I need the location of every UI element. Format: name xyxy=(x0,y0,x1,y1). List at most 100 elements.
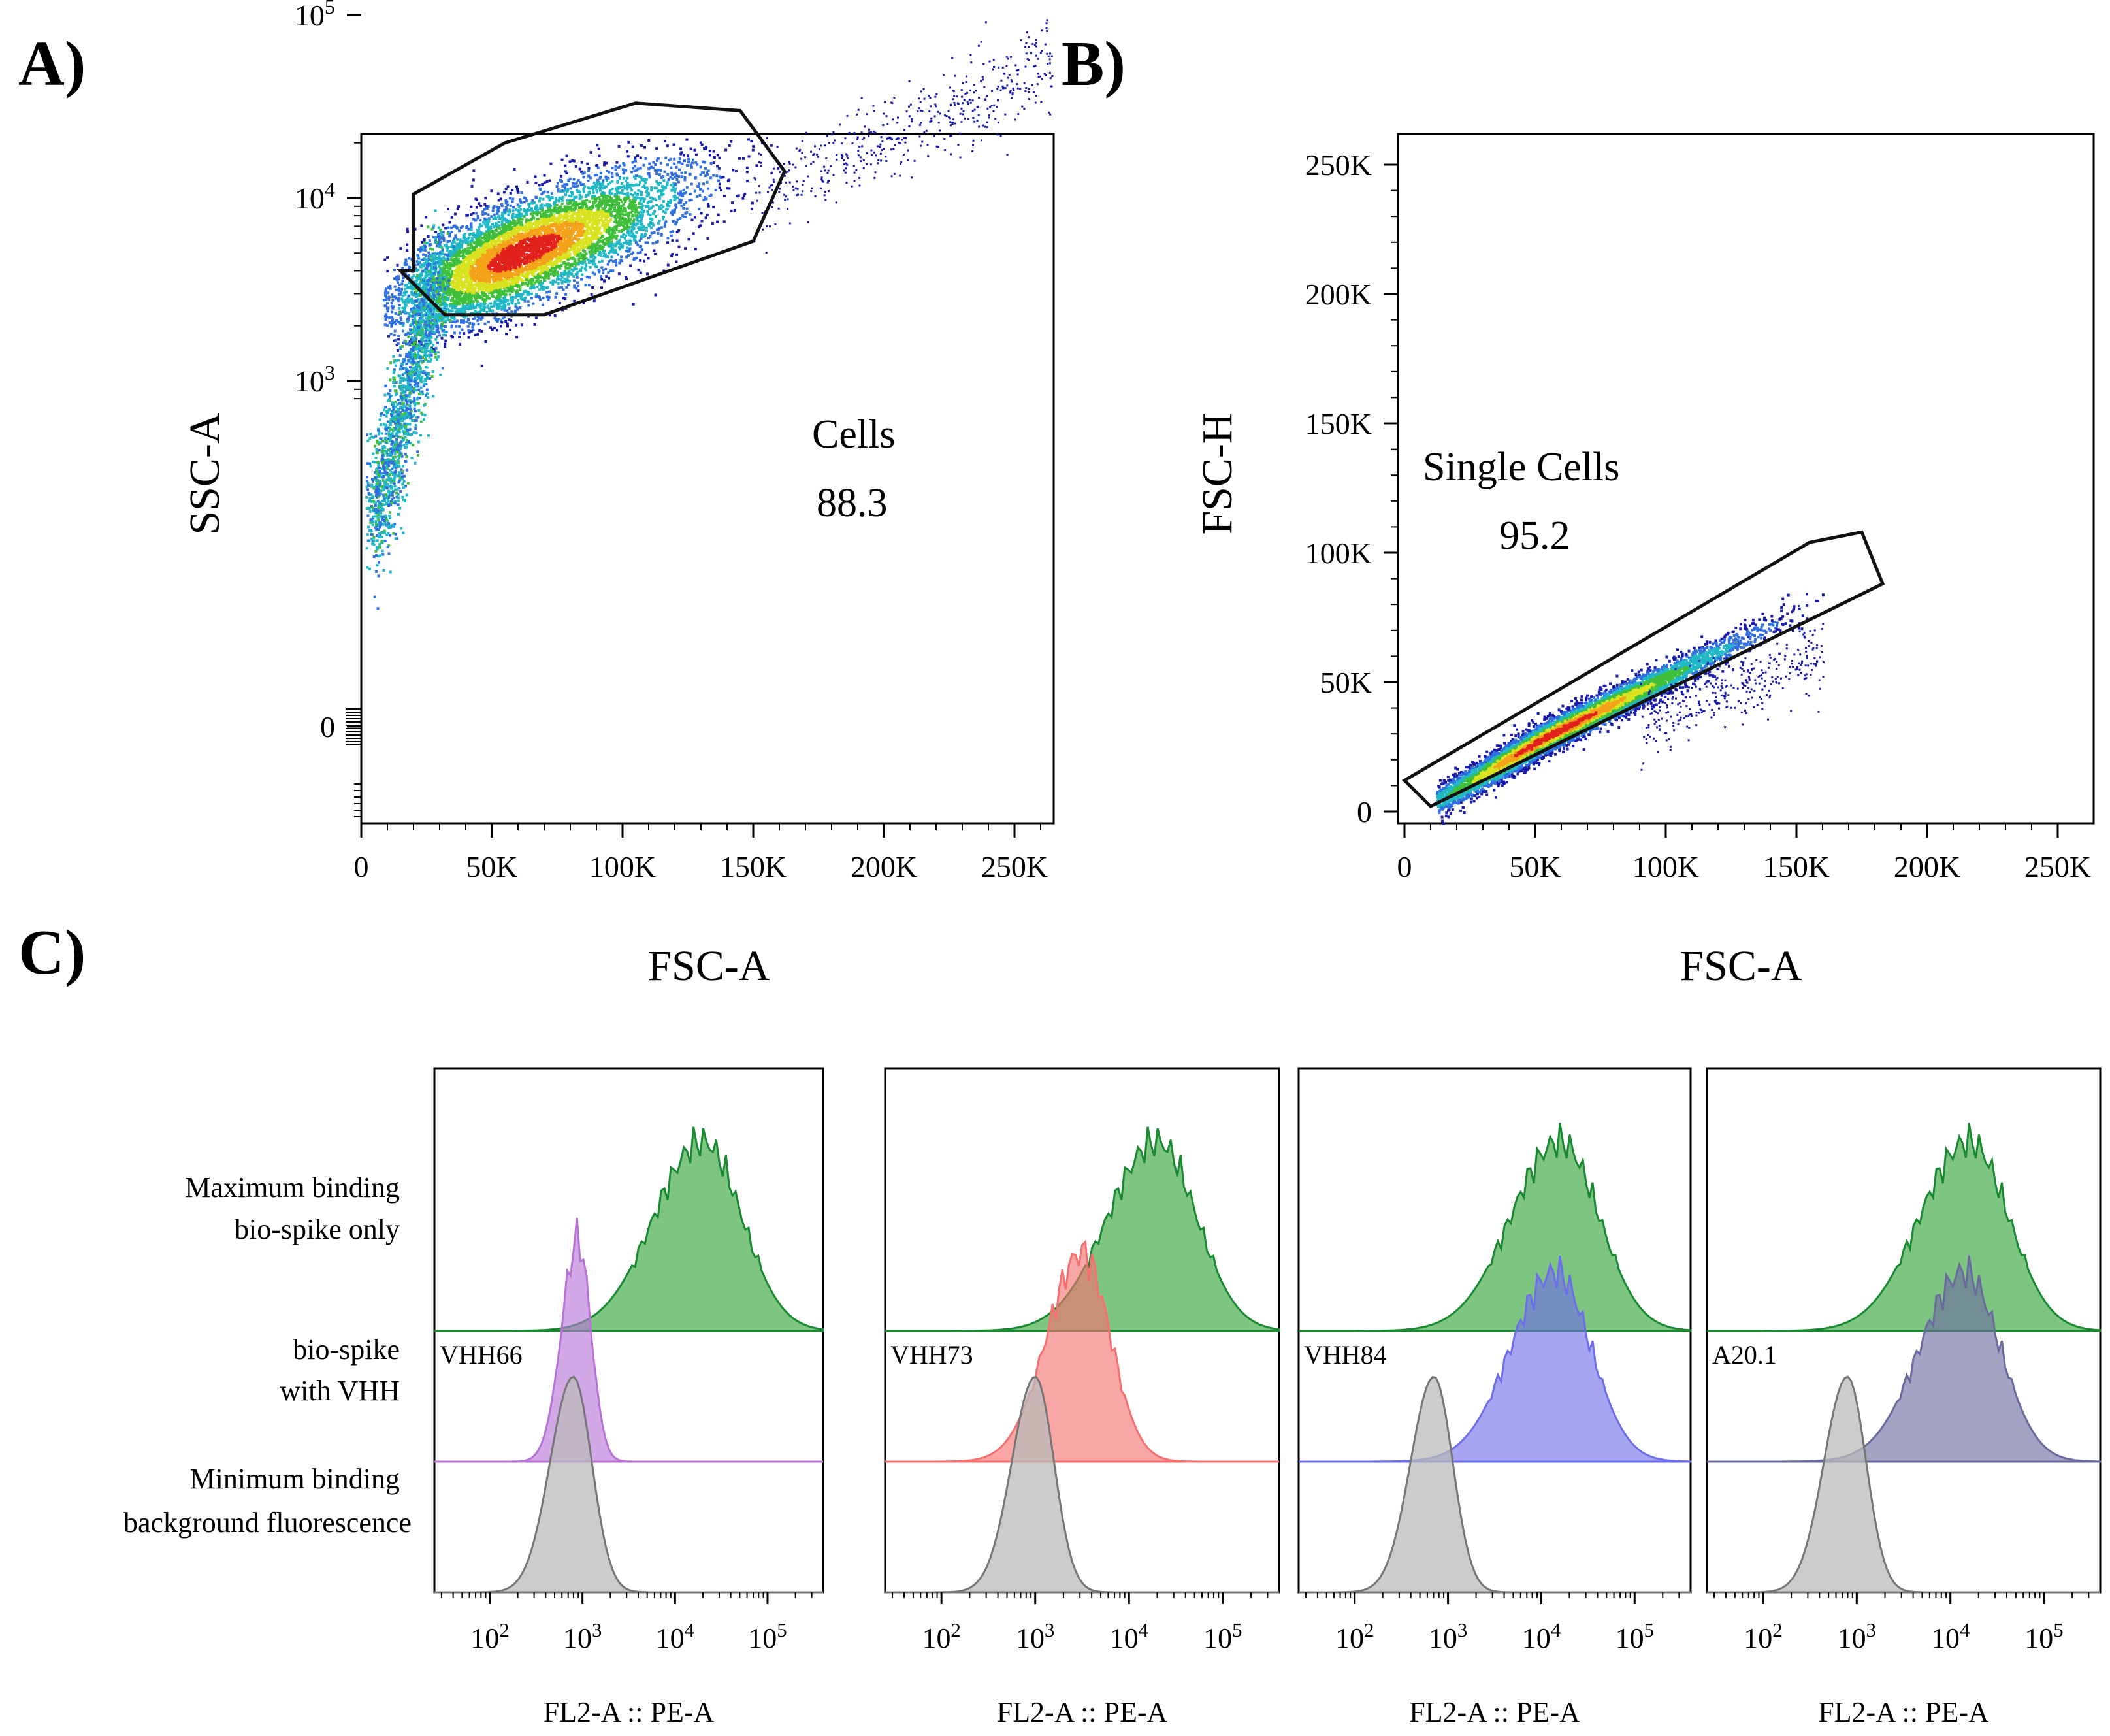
event-dot xyxy=(468,331,471,334)
panel-a-frame xyxy=(360,133,1055,825)
event-dot xyxy=(649,221,652,224)
event-dot xyxy=(487,241,489,244)
event-dot xyxy=(476,216,479,220)
event-dot xyxy=(581,253,585,256)
event-dot xyxy=(699,224,702,227)
event-dot xyxy=(501,317,504,320)
event-dot xyxy=(519,199,522,203)
event-dot xyxy=(463,271,466,274)
event-dot xyxy=(404,306,407,309)
event-dot xyxy=(613,215,616,218)
event-dot xyxy=(533,222,536,225)
event-dot xyxy=(563,255,566,258)
event-dot xyxy=(455,288,458,291)
event-dot xyxy=(454,250,457,254)
event-dot xyxy=(572,159,576,163)
event-dot xyxy=(526,260,529,263)
event-dot xyxy=(667,200,670,203)
event-dot xyxy=(586,227,589,231)
event-dot xyxy=(674,194,677,197)
event-dot xyxy=(690,182,693,186)
event-dot xyxy=(568,241,571,244)
event-dot xyxy=(483,306,487,309)
event-dot xyxy=(702,198,706,201)
event-dot xyxy=(447,252,451,255)
event-dot xyxy=(504,319,508,323)
event-dot xyxy=(709,193,713,197)
event-dot xyxy=(563,277,566,280)
event-dot xyxy=(493,213,496,216)
event-dot xyxy=(525,199,528,203)
event-dot xyxy=(632,227,635,231)
event-dot xyxy=(573,279,576,282)
event-dot xyxy=(594,256,597,259)
event-dot xyxy=(664,220,668,223)
event-dot xyxy=(615,161,619,164)
event-dot xyxy=(635,256,638,259)
event-dot xyxy=(457,273,460,276)
event-dot xyxy=(611,227,615,230)
event-dot xyxy=(568,271,572,274)
event-dot xyxy=(455,259,459,262)
event-dot xyxy=(558,237,561,240)
event-dot xyxy=(467,252,470,255)
event-dot xyxy=(603,191,606,195)
event-dot xyxy=(463,308,466,311)
event-dot xyxy=(391,319,394,323)
event-dot xyxy=(487,213,490,216)
event-dot xyxy=(738,157,741,160)
event-dot xyxy=(496,209,500,212)
event-dot xyxy=(608,208,611,211)
event-dot xyxy=(600,192,603,195)
event-dot xyxy=(662,179,666,182)
event-dot xyxy=(540,225,544,229)
event-dot xyxy=(520,246,523,250)
event-dot xyxy=(712,161,715,165)
event-dot xyxy=(574,246,576,250)
event-dot xyxy=(636,252,640,255)
event-dot xyxy=(737,194,740,197)
event-dot xyxy=(723,194,726,197)
event-dot xyxy=(562,221,566,224)
event-dot xyxy=(551,244,554,248)
event-dot xyxy=(564,293,568,296)
event-dot xyxy=(486,267,489,270)
event-dot xyxy=(666,163,669,167)
event-dot xyxy=(592,218,595,220)
event-dot xyxy=(508,287,511,290)
event-dot xyxy=(562,288,565,291)
event-dot xyxy=(587,218,591,221)
event-dot xyxy=(506,234,510,237)
event-dot xyxy=(568,160,572,163)
event-dot xyxy=(559,208,562,211)
event-dot xyxy=(596,265,598,269)
event-dot xyxy=(541,183,544,186)
event-dot xyxy=(640,193,643,197)
event-dot xyxy=(632,218,636,221)
event-dot xyxy=(528,257,531,260)
event-dot xyxy=(622,162,625,165)
event-dot xyxy=(609,205,612,208)
event-dot xyxy=(732,169,735,172)
event-dot xyxy=(398,284,401,287)
event-dot xyxy=(628,199,632,202)
event-dot xyxy=(549,251,552,254)
event-dot xyxy=(570,230,572,233)
event-dot xyxy=(622,224,625,227)
event-dot xyxy=(508,293,511,296)
event-dot xyxy=(586,162,589,165)
event-dot xyxy=(731,201,734,205)
event-dot xyxy=(479,311,482,314)
event-dot xyxy=(487,321,490,324)
event-dot xyxy=(444,345,447,348)
event-dot xyxy=(530,286,534,289)
event-dot xyxy=(520,265,523,268)
event-dot xyxy=(479,302,483,305)
event-dot xyxy=(609,269,612,272)
event-dot xyxy=(688,199,691,202)
event-dot xyxy=(545,203,549,206)
event-dot xyxy=(560,286,563,289)
event-dot xyxy=(428,312,431,315)
event-dot xyxy=(517,302,521,304)
event-dot xyxy=(514,309,517,312)
